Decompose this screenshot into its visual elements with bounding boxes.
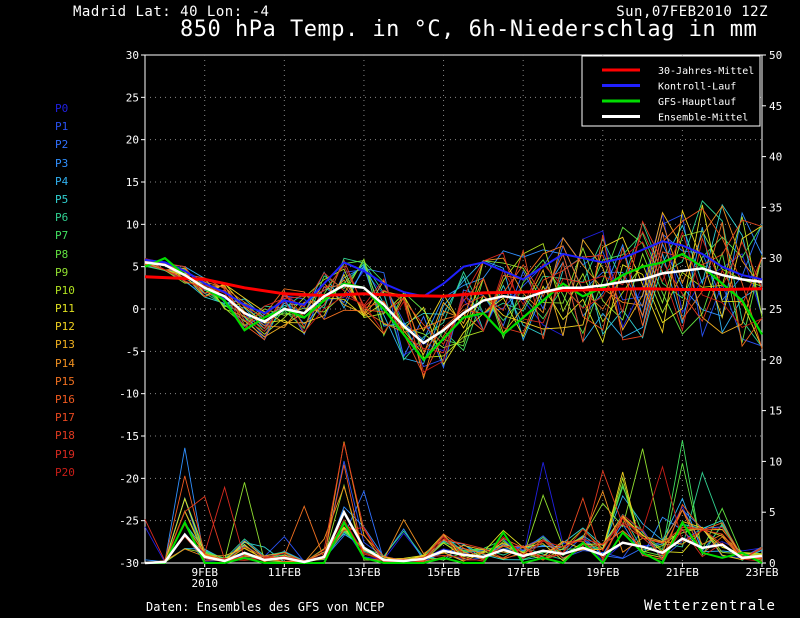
ensemble-member-temp-line: [144, 214, 763, 356]
member-label-p0: P0: [55, 102, 69, 115]
x-tick-label: 19FEB: [586, 566, 619, 579]
y-right-tick-label: 0: [769, 557, 776, 570]
y-left-tick-label: -25: [119, 515, 139, 528]
x-tick-label: 15FEB: [427, 566, 460, 579]
ensemble-member-temp-line: [144, 216, 763, 358]
member-label-p14: P14: [55, 356, 75, 370]
ensemble-member-list: P0 P1 P2 P3 P4 P5 P6 P7 P8 P9 P10 P11 P12 P13 P14 P15 P1…: [55, 100, 75, 482]
series-line-gfs-hauptlauf: [144, 252, 763, 362]
y-right-tick-label: 50: [769, 49, 782, 62]
member-label-p3: P3: [55, 156, 69, 170]
y-right-tick-label: 15: [769, 405, 782, 418]
series-line--jahres-mittel: [144, 275, 763, 298]
legend-label: GFS-Hauptlauf: [658, 97, 736, 108]
x-tick-label: 21FEB: [666, 566, 699, 579]
member-label-p17: P17: [55, 411, 75, 425]
member-label-p13: P13: [55, 338, 75, 352]
ensemble-member-precip-line: [144, 441, 763, 564]
member-label-p6: P6: [55, 211, 69, 225]
y-left-tick-label: -30: [119, 557, 139, 570]
data-source-label: Daten: Ensembles des GFS von NCEP: [146, 600, 385, 614]
y-right-tick-label: 40: [769, 151, 782, 164]
y-left-tick-label: 30: [126, 49, 139, 62]
member-label-p18: P18: [55, 429, 75, 443]
x-tick-label: 11FEB: [268, 566, 301, 579]
member-label-p2: P2: [55, 138, 69, 152]
y-left-tick-label: -10: [119, 388, 139, 401]
y-right-tick-label: 25: [769, 303, 782, 316]
y-left-tick-label: -20: [119, 472, 139, 485]
member-label-p4: P4: [55, 174, 69, 188]
chart-title: 850 hPa Temp. in °C, 6h-Niederschlag in …: [180, 17, 758, 42]
brand-label: Wetterzentrale: [643, 598, 776, 614]
location-label: Madrid Lat: 40 Lon: -4: [73, 4, 270, 20]
y-left-tick-label: 20: [126, 134, 139, 147]
y-right-tick-label: 10: [769, 455, 782, 468]
member-label-p19: P19: [55, 447, 75, 461]
member-label-p10: P10: [55, 283, 75, 297]
member-label-p9: P9: [55, 265, 69, 279]
y-left-tick-label: 5: [132, 261, 139, 274]
y-right-tick-label: 45: [769, 100, 782, 113]
y-left-tick-label: 15: [126, 176, 139, 189]
series-line-kontroll-lauf: [144, 240, 763, 315]
ensemble-member-precip-line: [144, 485, 763, 564]
series-line-gfs-hauptlauf-niederschlag: [145, 520, 763, 565]
member-label-p16: P16: [55, 393, 75, 406]
legend-box: [581, 55, 761, 127]
y-left-tick-label: 0: [132, 303, 139, 316]
y-left-tick-label: -5: [126, 345, 139, 358]
y-right-tick-label: 35: [769, 201, 782, 214]
ensemble-member-temp-line: [144, 222, 763, 348]
legend-label: 30-Jahres-Mittel: [658, 66, 754, 77]
x-tick-label: 17FEB: [507, 566, 540, 579]
y-right-tick-label: 20: [769, 354, 782, 367]
x-tick-label: 2010: [191, 577, 218, 590]
member-label-p8: P8: [55, 247, 69, 261]
ensemble-member-temp-line: [144, 211, 763, 356]
member-label-p12: P12: [55, 320, 75, 334]
ensemble-member-temp-line: [144, 204, 763, 366]
ensemble-member-precip-line: [144, 471, 763, 564]
series-line-ensemble-mittel-niederschlag: [144, 509, 763, 565]
member-label-p5: P5: [55, 192, 69, 206]
y-right-tick-label: 30: [769, 252, 782, 265]
y-left-tick-label: 10: [126, 218, 139, 231]
member-label-p11: P11: [55, 302, 75, 316]
x-tick-label: 9FEB: [191, 566, 218, 579]
y-left-tick-label: -15: [119, 430, 139, 443]
ensemble-member-precip-line: [144, 497, 763, 564]
x-tick-label: 23FEB: [745, 566, 778, 579]
ensemble-member-temp-line: [144, 230, 763, 354]
member-label-p7: P7: [55, 229, 69, 243]
series-line-ensemble-mittel: [144, 261, 763, 345]
member-label-p15: P15: [55, 374, 75, 388]
run-date-label: Sun,07FEB2010 12Z: [616, 4, 768, 20]
legend-label: Ensemble-Mittel: [658, 113, 748, 124]
y-right-tick-label: 5: [769, 506, 776, 519]
member-label-p20: P20: [55, 465, 75, 479]
y-left-tick-label: 25: [126, 91, 139, 104]
x-tick-label: 13FEB: [347, 566, 380, 579]
legend-label: Kontroll-Lauf: [658, 82, 736, 93]
ensemble-member-precip-line: [144, 496, 763, 564]
ensemble-member-temp-line: [144, 209, 763, 334]
member-label-p1: P1: [55, 120, 69, 134]
